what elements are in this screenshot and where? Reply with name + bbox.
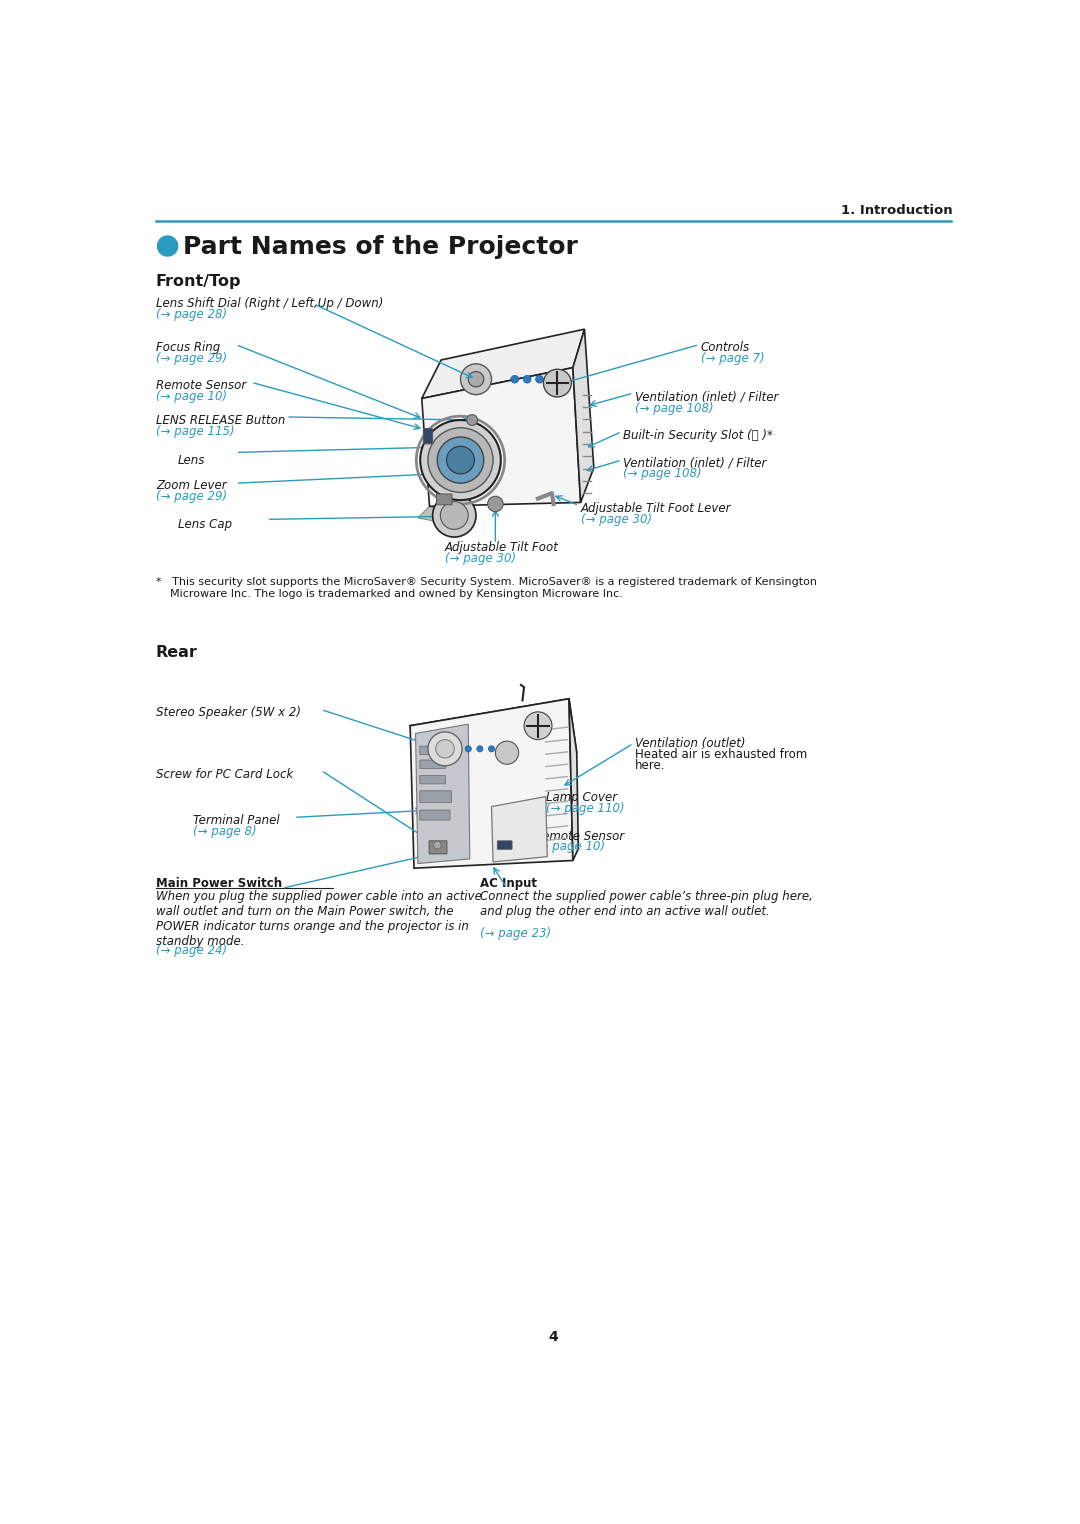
Text: here.: here. bbox=[635, 759, 665, 771]
Text: (→ page 8): (→ page 8) bbox=[193, 824, 257, 838]
Polygon shape bbox=[491, 797, 548, 863]
Circle shape bbox=[433, 494, 476, 536]
FancyBboxPatch shape bbox=[420, 747, 445, 754]
Polygon shape bbox=[569, 700, 578, 861]
Circle shape bbox=[488, 745, 495, 751]
Circle shape bbox=[488, 497, 503, 512]
Circle shape bbox=[428, 428, 494, 492]
Text: Rear: Rear bbox=[156, 645, 198, 660]
Polygon shape bbox=[422, 367, 581, 506]
Text: Part Names of the Projector: Part Names of the Projector bbox=[183, 235, 578, 259]
Circle shape bbox=[437, 437, 484, 483]
Circle shape bbox=[524, 712, 552, 739]
Text: Zoom Lever: Zoom Lever bbox=[156, 480, 227, 492]
Text: Front/Top: Front/Top bbox=[156, 274, 242, 288]
FancyBboxPatch shape bbox=[420, 760, 445, 768]
Text: Adjustable Tilt Foot: Adjustable Tilt Foot bbox=[445, 541, 558, 553]
Text: Remote Sensor: Remote Sensor bbox=[156, 379, 246, 392]
Text: Adjustable Tilt Foot Lever: Adjustable Tilt Foot Lever bbox=[581, 503, 731, 515]
Polygon shape bbox=[410, 700, 572, 869]
Text: Ventilation (inlet) / Filter: Ventilation (inlet) / Filter bbox=[635, 390, 779, 404]
Text: AC Input: AC Input bbox=[480, 878, 537, 890]
Text: (→ page 108): (→ page 108) bbox=[635, 401, 714, 415]
Circle shape bbox=[446, 447, 474, 474]
Text: Controls: Controls bbox=[701, 341, 750, 354]
Text: Lens Shift Dial (Right / Left,Up / Down): Lens Shift Dial (Right / Left,Up / Down) bbox=[156, 297, 383, 309]
Text: 1. Introduction: 1. Introduction bbox=[841, 204, 953, 218]
Text: Connect the supplied power cable’s three-pin plug here,
and plug the other end i: Connect the supplied power cable’s three… bbox=[480, 890, 813, 917]
Text: Ventilation (inlet) / Filter: Ventilation (inlet) / Filter bbox=[623, 456, 767, 469]
Text: (→ page 28): (→ page 28) bbox=[156, 308, 227, 320]
Text: Lens Cap: Lens Cap bbox=[177, 518, 232, 530]
Circle shape bbox=[460, 364, 491, 395]
Polygon shape bbox=[410, 700, 577, 776]
Text: (→ page 23): (→ page 23) bbox=[480, 928, 551, 940]
Text: (→ page 110): (→ page 110) bbox=[545, 802, 624, 815]
Circle shape bbox=[469, 372, 484, 387]
Circle shape bbox=[548, 375, 556, 383]
Text: LENS RELEASE Button: LENS RELEASE Button bbox=[156, 415, 285, 427]
Text: Lamp Cover: Lamp Cover bbox=[545, 791, 617, 805]
Circle shape bbox=[496, 741, 518, 764]
Text: (→ page 29): (→ page 29) bbox=[156, 352, 227, 364]
Text: (→ page 10): (→ page 10) bbox=[156, 390, 227, 402]
Polygon shape bbox=[422, 329, 584, 398]
Text: Stereo Speaker (5W x 2): Stereo Speaker (5W x 2) bbox=[156, 707, 301, 719]
Circle shape bbox=[158, 236, 177, 256]
FancyBboxPatch shape bbox=[420, 776, 445, 783]
FancyBboxPatch shape bbox=[497, 841, 512, 849]
Text: When you plug the supplied power cable into an active
wall outlet and turn on th: When you plug the supplied power cable i… bbox=[156, 890, 482, 948]
Circle shape bbox=[536, 375, 543, 383]
Text: (→ page 30): (→ page 30) bbox=[445, 552, 516, 565]
Circle shape bbox=[467, 415, 477, 425]
Text: (→ page 7): (→ page 7) bbox=[701, 352, 765, 364]
Text: (→ page 30): (→ page 30) bbox=[581, 514, 651, 526]
Circle shape bbox=[543, 369, 571, 396]
Circle shape bbox=[476, 745, 483, 751]
FancyBboxPatch shape bbox=[429, 841, 447, 853]
FancyBboxPatch shape bbox=[420, 791, 451, 802]
Circle shape bbox=[435, 739, 455, 757]
Text: (→ page 108): (→ page 108) bbox=[623, 466, 702, 480]
Text: Main Power Switch: Main Power Switch bbox=[156, 878, 282, 890]
Text: Screw for PC Card Lock: Screw for PC Card Lock bbox=[156, 768, 293, 782]
Polygon shape bbox=[418, 506, 441, 521]
Text: 4: 4 bbox=[549, 1330, 558, 1344]
FancyBboxPatch shape bbox=[420, 811, 450, 820]
Circle shape bbox=[428, 732, 462, 765]
Text: Remote Sensor: Remote Sensor bbox=[535, 829, 624, 843]
Circle shape bbox=[433, 841, 441, 849]
Text: (→ page 115): (→ page 115) bbox=[156, 425, 234, 437]
Text: Focus Ring: Focus Ring bbox=[156, 341, 220, 354]
Text: Heated air is exhausted from: Heated air is exhausted from bbox=[635, 748, 807, 760]
Text: (→ page 24): (→ page 24) bbox=[156, 943, 227, 957]
Text: *   This security slot supports the MicroSaver® Security System. MicroSaver® is : * This security slot supports the MicroS… bbox=[156, 578, 816, 587]
Text: (→ page 10): (→ page 10) bbox=[535, 840, 605, 853]
Circle shape bbox=[441, 501, 469, 529]
Polygon shape bbox=[572, 329, 594, 503]
FancyBboxPatch shape bbox=[423, 428, 433, 443]
Text: Microware Inc. The logo is trademarked and owned by Kensington Microware Inc.: Microware Inc. The logo is trademarked a… bbox=[156, 588, 623, 599]
Text: 3: 3 bbox=[163, 239, 173, 253]
Circle shape bbox=[500, 745, 507, 751]
Circle shape bbox=[511, 375, 518, 383]
Circle shape bbox=[524, 375, 531, 383]
Text: Ventilation (outlet): Ventilation (outlet) bbox=[635, 738, 745, 750]
Text: (→ page 29): (→ page 29) bbox=[156, 491, 227, 503]
Text: Terminal Panel: Terminal Panel bbox=[193, 814, 280, 828]
Text: Built-in Security Slot (Ⓡ )*: Built-in Security Slot (Ⓡ )* bbox=[623, 430, 773, 442]
Polygon shape bbox=[416, 724, 470, 864]
Text: Lens: Lens bbox=[177, 454, 205, 466]
FancyBboxPatch shape bbox=[436, 494, 451, 504]
Circle shape bbox=[465, 745, 471, 751]
Circle shape bbox=[420, 421, 501, 500]
